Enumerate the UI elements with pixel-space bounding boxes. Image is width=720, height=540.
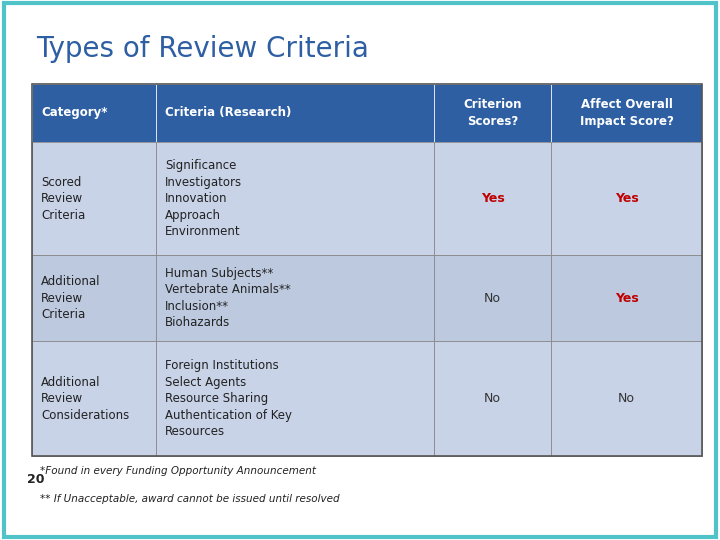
Bar [552,341,702,456]
Bar [552,142,702,255]
Bar [156,341,434,456]
Text: Yes: Yes [615,192,639,205]
Bar [32,84,702,456]
Bar [434,255,552,341]
Bar [552,255,702,341]
Bar [552,84,702,142]
Text: Types of Review Criteria: Types of Review Criteria [36,35,369,63]
Text: Foreign Institutions
Select Agents
Resource Sharing
Authentication of Key
Resour: Foreign Institutions Select Agents Resou… [165,360,292,438]
Text: Significance
Investigators
Innovation
Approach
Environment: Significance Investigators Innovation Ap… [165,159,242,238]
Bar [156,84,434,142]
Text: ** If Unacceptable, award cannot be issued until resolved: ** If Unacceptable, award cannot be issu… [40,494,339,504]
Text: No: No [485,292,501,305]
Bar [32,142,156,255]
Bar [156,255,434,341]
Text: Yes: Yes [481,192,505,205]
Bar [434,142,552,255]
Text: Additional
Review
Considerations: Additional Review Considerations [41,376,130,422]
Text: No: No [485,393,501,406]
Text: Category*: Category* [41,106,107,119]
Bar [32,255,156,341]
Bar [32,341,156,456]
Text: Affect Overall
Impact Score?: Affect Overall Impact Score? [580,98,674,128]
Bar [434,341,552,456]
Bar [32,84,156,142]
Bar [156,142,434,255]
Text: *Found in every Funding Opportunity Announcement: *Found in every Funding Opportunity Anno… [40,466,315,476]
Bar [434,84,552,142]
Text: Criteria (Research): Criteria (Research) [165,106,292,119]
Text: Yes: Yes [615,292,639,305]
Text: Additional
Review
Criteria: Additional Review Criteria [41,275,101,321]
Text: Criterion
Scores?: Criterion Scores? [464,98,522,128]
Text: 20: 20 [27,473,45,486]
Text: Human Subjects**
Vertebrate Animals**
Inclusion**
Biohazards: Human Subjects** Vertebrate Animals** In… [165,267,291,329]
Text: No: No [618,393,635,406]
Text: Scored
Review
Criteria: Scored Review Criteria [41,176,85,221]
